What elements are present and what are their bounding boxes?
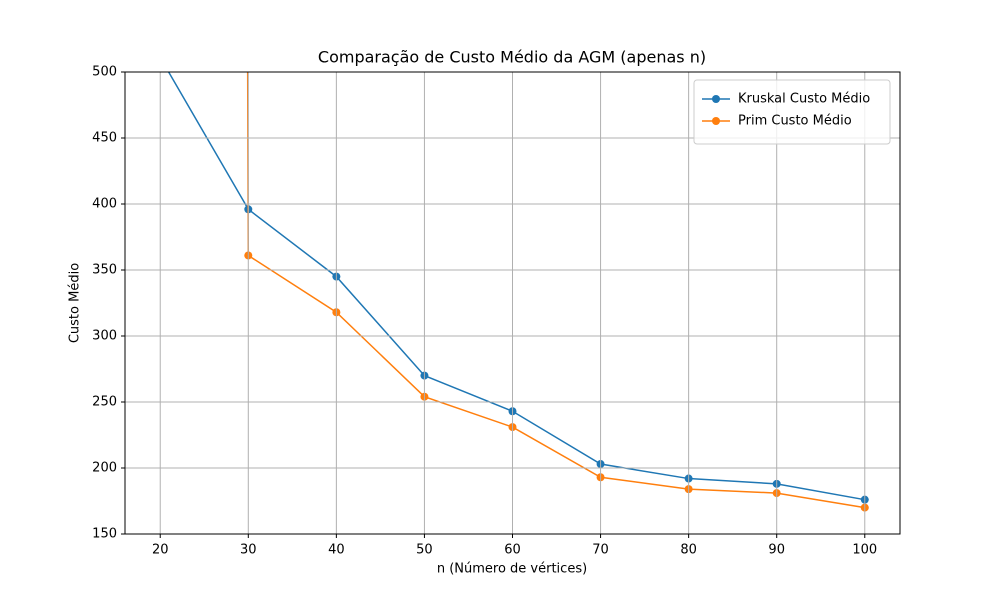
x-tick-label: 100 bbox=[852, 543, 877, 558]
y-tick-label: 350 bbox=[92, 263, 117, 278]
x-tick-label: 30 bbox=[240, 543, 257, 558]
y-tick-label: 450 bbox=[92, 131, 117, 146]
y-tick-label: 400 bbox=[92, 197, 117, 212]
legend-box bbox=[693, 79, 891, 145]
chart-title: Comparação de Custo Médio da AGM (apenas… bbox=[318, 48, 706, 67]
legend-marker bbox=[712, 95, 720, 103]
y-tick-label: 200 bbox=[92, 461, 117, 476]
x-tick-label: 40 bbox=[328, 543, 345, 558]
x-tick-label: 50 bbox=[416, 543, 433, 558]
x-tick-label: 70 bbox=[592, 543, 609, 558]
y-tick-label: 250 bbox=[92, 395, 117, 410]
data-point bbox=[156, 53, 164, 61]
x-tick-label: 80 bbox=[680, 543, 697, 558]
y-tick-label: 150 bbox=[92, 527, 117, 542]
x-axis-label: n (Número de vértices) bbox=[437, 562, 587, 577]
y-tick-label: 300 bbox=[92, 329, 117, 344]
legend-marker bbox=[712, 117, 720, 125]
x-tick-label: 60 bbox=[504, 543, 521, 558]
axes-frame bbox=[124, 71, 901, 535]
legend-label: Kruskal Custo Médio bbox=[738, 92, 870, 107]
y-tick-label: 500 bbox=[92, 65, 117, 80]
x-tick-label: 20 bbox=[152, 543, 169, 558]
x-tick-label: 90 bbox=[768, 543, 785, 558]
legend-label: Prim Custo Médio bbox=[738, 114, 852, 129]
y-axis-label: Custo Médio bbox=[68, 263, 83, 343]
